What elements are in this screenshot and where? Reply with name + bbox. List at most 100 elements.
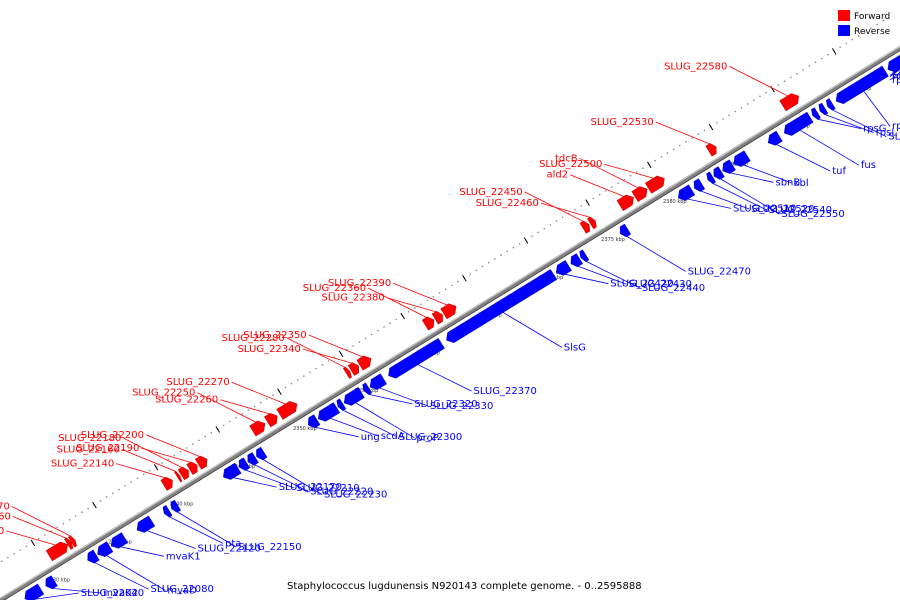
reverse-gene-slug_22220 [247, 452, 259, 466]
reverse-gene-mvad [97, 541, 114, 557]
gene-label-slug_22420: SLUG_22420 [610, 279, 673, 290]
reverse-gene-slug_22440 [579, 249, 590, 263]
forward-gene-slug_22260 [264, 412, 278, 428]
track-dot [635, 171, 638, 173]
gene-label-slug_22330: SLUG_22330 [430, 401, 493, 412]
leader-line [655, 121, 710, 145]
track-dot [820, 57, 823, 60]
track-dot [753, 99, 755, 101]
legend-reverse-label: Reverse [854, 27, 891, 37]
track-dot [204, 435, 206, 438]
track-dot [555, 220, 558, 222]
reverse-gene-slug_22170 [223, 462, 242, 480]
track-dot [198, 439, 200, 442]
reverse-gene-slug_22630 [825, 98, 836, 111]
dot-track [0, 19, 885, 563]
gene-label-slug_22540: SLUG_22540 [769, 205, 832, 216]
leader-line [145, 434, 200, 457]
track-dot [315, 367, 317, 370]
track-dot [327, 360, 330, 362]
gene-label-slug_22250: SLUG_22250 [132, 388, 195, 399]
reverse-gene-prop [343, 387, 365, 406]
gene-label-slug_22230: SLUG_22230 [324, 490, 387, 501]
reverse-gene-slug_22470 [619, 223, 632, 238]
track-dot [370, 333, 373, 336]
forward-gene-slug_22350 [356, 355, 372, 371]
leader-line [177, 511, 237, 548]
track-dot [432, 295, 435, 298]
gene-label-slug_22120: SLUG_22120 [198, 544, 261, 555]
gene-label-slug_22630: SLUG_22630 [888, 132, 900, 143]
track-dot [851, 38, 854, 41]
forward-gene-slug_22180 [177, 466, 189, 481]
reverse-gene-kbl [733, 150, 751, 167]
reverse-gene-rpsl [818, 102, 829, 116]
gene-label-slug_22140: SLUG_22140 [51, 459, 114, 470]
gene-label-kbl: kbl [794, 178, 809, 189]
track-dot [148, 469, 151, 472]
leader-line [889, 68, 900, 76]
gene-label-sbnb: sbnB [776, 177, 801, 188]
forward-gene-slug_22070 [68, 535, 78, 548]
track-dot [290, 382, 293, 385]
gene-label-slug_22170: SLUG_22170 [279, 482, 342, 493]
track-dot [475, 269, 478, 272]
reverse-gene-rpoc [835, 65, 889, 105]
track-dot [605, 190, 607, 192]
gene-label-rpll: rplL [892, 75, 900, 86]
leader-line [730, 172, 774, 183]
track-dot [814, 61, 817, 64]
track-dot [321, 364, 324, 366]
gene-label-pta: pta [225, 538, 241, 549]
track-dot [259, 401, 262, 404]
gene-label-slug_22390: SLUG_22390 [328, 278, 391, 289]
leader-line [743, 164, 792, 184]
track-dot [253, 405, 256, 408]
gene-label-slug_22450: SLUG_22450 [459, 187, 522, 198]
track-dot [37, 537, 40, 540]
leader-line [141, 447, 191, 463]
gene-label-slug_22200: SLUG_22200 [81, 430, 144, 441]
track-dot [179, 450, 182, 453]
track-dot [827, 53, 829, 56]
track-dot [44, 534, 46, 536]
leader-line [565, 273, 609, 285]
forward-gene-slug_22340 [347, 362, 360, 376]
track-dot [407, 311, 410, 313]
leader-line [604, 163, 654, 179]
leader-line [302, 348, 352, 364]
reverse-gene-slug_22520 [693, 178, 706, 192]
leader-line [12, 516, 67, 539]
gene-label-slug_22320: SLUG_22320 [414, 399, 477, 410]
reverse-gene-ung [308, 414, 321, 429]
track-dot [81, 511, 83, 513]
gene-label-slug_22460: SLUG_22460 [476, 198, 539, 209]
leader-line [386, 297, 436, 313]
reverse-gene-slug_22150 [170, 499, 182, 513]
track-dot [222, 424, 225, 427]
gene-label-slug_22370: SLUG_22370 [474, 386, 537, 397]
reverse-gene-sbnb [722, 159, 736, 174]
track-dot [309, 371, 311, 374]
reverse-gene-slug_22420 [555, 260, 572, 276]
track-dot [74, 515, 77, 517]
track-dot [266, 398, 268, 400]
track-dot [296, 379, 299, 381]
track-dot [487, 261, 490, 264]
reverse-gene-slug_22540 [706, 171, 717, 185]
forward-gene-slug_22140 [160, 476, 173, 491]
forward-gene-slug_22500 [644, 175, 665, 194]
leader-line [197, 392, 256, 423]
leader-line [147, 530, 196, 549]
track-dot [333, 356, 336, 359]
forward-gene-ald2 [616, 194, 634, 212]
gene-label-slug_22340: SLUG_22340 [238, 344, 301, 355]
leader-line [393, 282, 447, 306]
track-dot [531, 235, 533, 237]
leader-line [94, 562, 149, 590]
gene-label-mvak2: mvaK2 [103, 588, 138, 599]
track-dot [543, 227, 545, 230]
leader-line [720, 178, 780, 215]
gene-features [24, 54, 900, 600]
leader-line [502, 312, 563, 348]
